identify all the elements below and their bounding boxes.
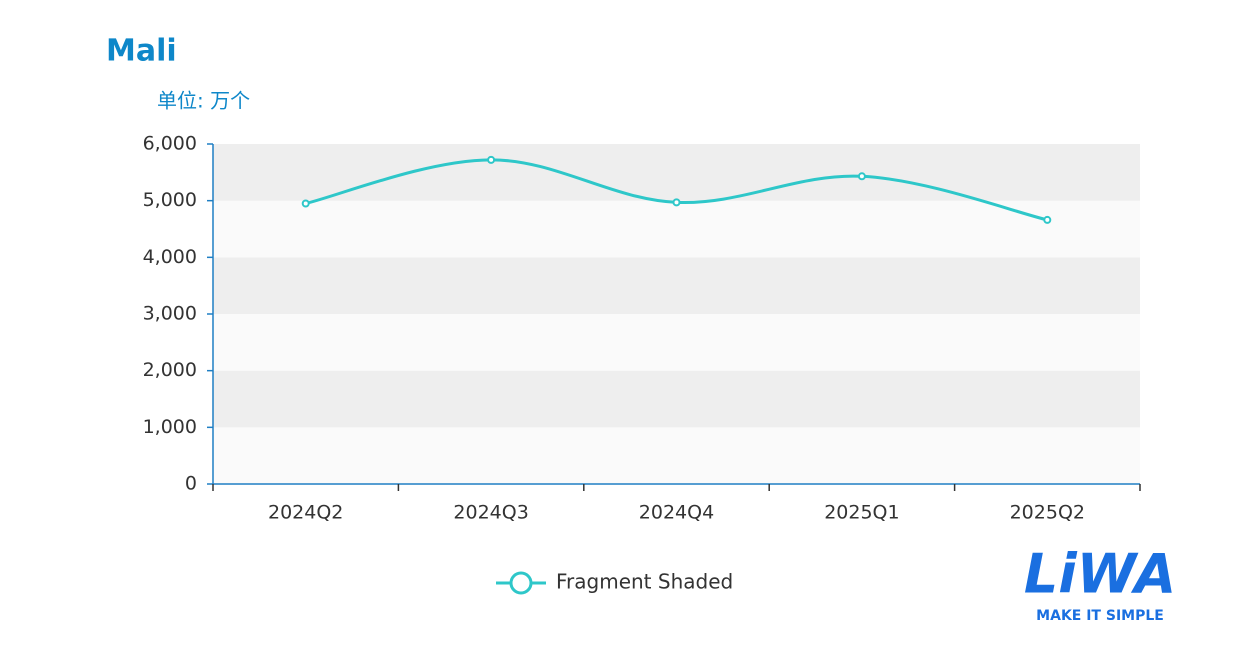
legend-marker bbox=[509, 571, 533, 595]
chart-subtitle: 单位: 万个 bbox=[157, 89, 250, 113]
point bbox=[672, 198, 681, 207]
y-tick-label: 0 bbox=[185, 473, 197, 495]
y-tick-label: 6,000 bbox=[143, 133, 197, 155]
logo-text: LiWA bbox=[1024, 543, 1176, 606]
point bbox=[1043, 215, 1052, 224]
x-tick-label: 2024Q4 bbox=[639, 502, 714, 524]
logo: LiWA MAKE IT SIMPLE bbox=[1024, 543, 1176, 624]
point bbox=[857, 172, 866, 181]
split-area bbox=[213, 314, 1140, 371]
legend-label: Fragment Shaded bbox=[556, 570, 733, 594]
chart-title: Mali bbox=[106, 34, 177, 69]
point bbox=[301, 199, 310, 208]
split-area bbox=[213, 144, 1140, 201]
split-area bbox=[213, 370, 1140, 428]
y-tick-label: 3,000 bbox=[143, 303, 197, 325]
x-tick-label: 2024Q2 bbox=[268, 502, 343, 524]
logo-tagline: MAKE IT SIMPLE bbox=[1036, 608, 1164, 624]
y-tick-label: 2,000 bbox=[143, 359, 197, 381]
y-tick-label: 4,000 bbox=[143, 246, 197, 268]
split-area bbox=[213, 427, 1140, 484]
split-area bbox=[213, 257, 1140, 314]
y-tick-label: 1,000 bbox=[143, 416, 197, 438]
x-tick-label: 2025Q1 bbox=[824, 502, 899, 524]
point bbox=[487, 155, 496, 164]
x-tick-label: 2024Q3 bbox=[453, 502, 528, 524]
y-tick-label: 5,000 bbox=[143, 189, 197, 211]
split-area bbox=[213, 200, 1140, 258]
x-tick-label: 2025Q2 bbox=[1010, 502, 1085, 524]
